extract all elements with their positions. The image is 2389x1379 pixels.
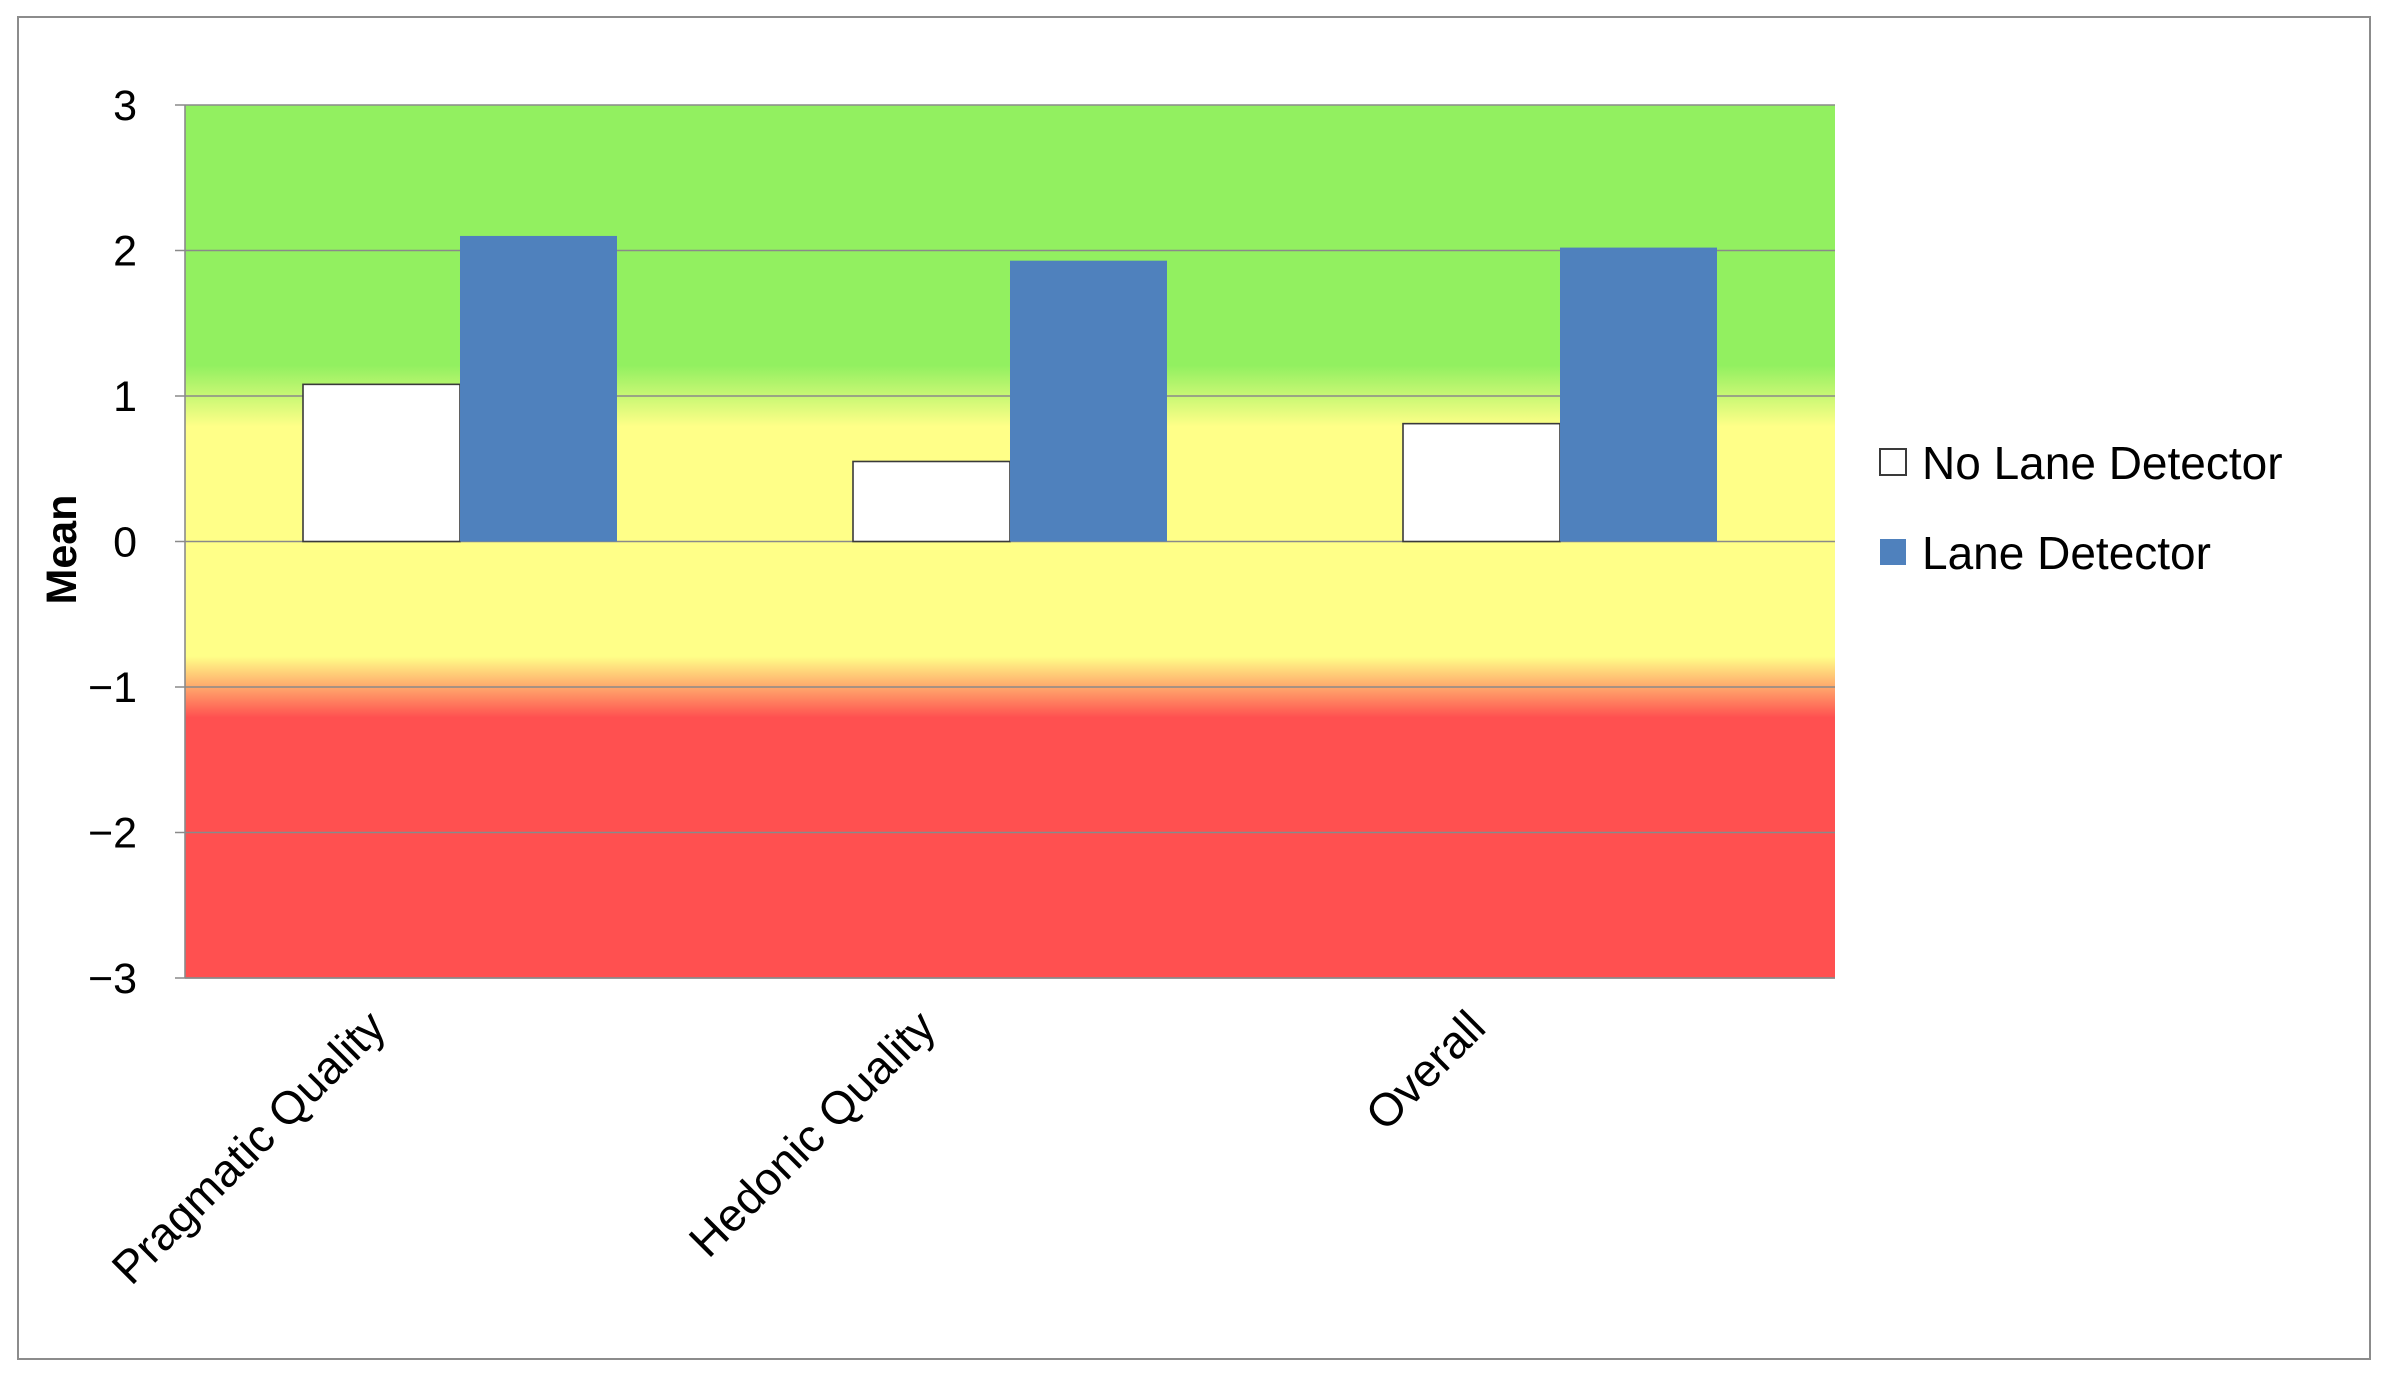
bar-lane-detector	[1560, 247, 1717, 542]
legend-swatch	[1880, 539, 1906, 565]
bars	[302, 235, 1717, 543]
y-tick-label: 2	[113, 228, 137, 276]
bar-no-lane-detector	[1402, 422, 1561, 543]
y-tick-label: 3	[113, 82, 137, 130]
legend-swatch	[1879, 448, 1907, 476]
legend: No Lane Detector Lane Detector	[1879, 437, 2283, 579]
legend-label: Lane Detector	[1922, 527, 2211, 579]
y-tick-label: −3	[88, 955, 137, 1003]
y-tick-label: 0	[113, 519, 137, 567]
bar-lane-detector	[1010, 260, 1167, 542]
y-tick-label: 1	[113, 373, 137, 421]
legend-label: No Lane Detector	[1922, 437, 2283, 489]
axes	[184, 105, 1835, 979]
y-tick-labels: 3 2 1 0 −1 −2 −3	[88, 82, 137, 1003]
bar-no-lane-detector	[302, 383, 461, 543]
y-axis-title: Mean	[38, 495, 86, 605]
bar-no-lane-detector	[852, 460, 1011, 543]
y-tick-label: −2	[88, 810, 137, 858]
bar-lane-detector	[460, 235, 617, 542]
y-tick-label: −1	[88, 664, 137, 712]
